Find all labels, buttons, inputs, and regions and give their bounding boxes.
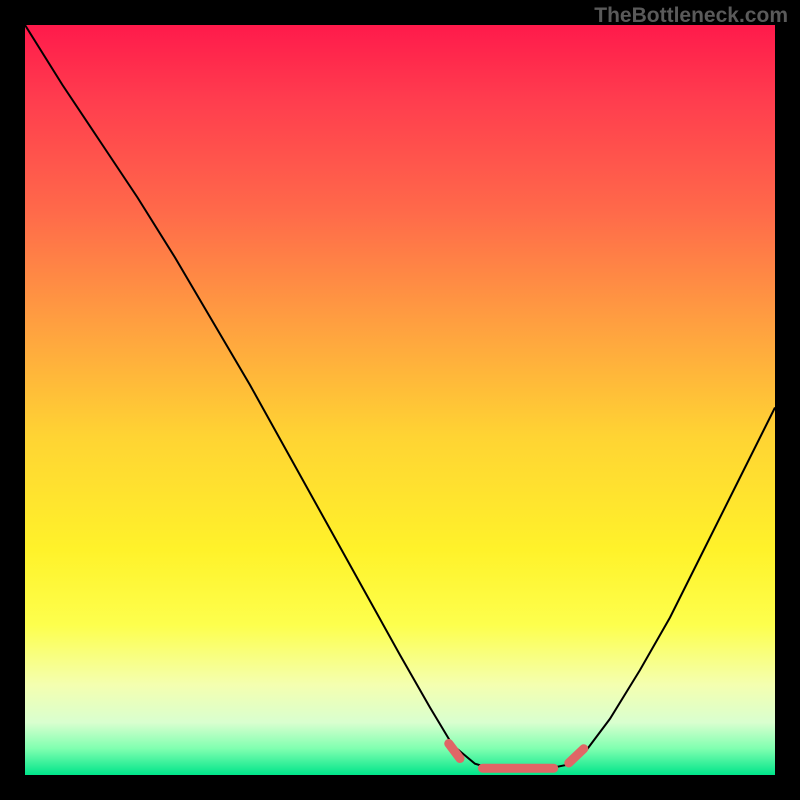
plot-area	[25, 25, 775, 775]
gradient-background	[25, 25, 775, 775]
plot-svg	[25, 25, 775, 775]
